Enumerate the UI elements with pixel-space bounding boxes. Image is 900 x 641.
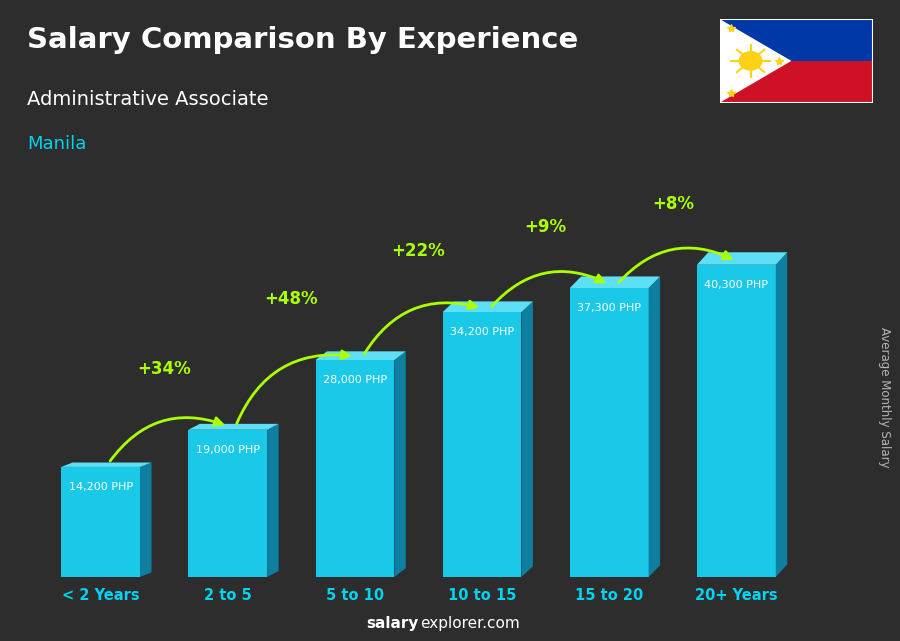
Text: 14,200 PHP: 14,200 PHP — [68, 482, 132, 492]
Polygon shape — [649, 276, 660, 577]
Polygon shape — [140, 463, 151, 577]
Text: Salary Comparison By Experience: Salary Comparison By Experience — [27, 26, 578, 54]
Polygon shape — [61, 463, 151, 467]
Text: 37,300 PHP: 37,300 PHP — [577, 303, 641, 313]
Polygon shape — [697, 253, 788, 265]
Text: +9%: +9% — [525, 218, 567, 236]
Polygon shape — [188, 424, 279, 429]
Bar — [697, 265, 776, 577]
Text: +8%: +8% — [652, 195, 694, 213]
Text: 28,000 PHP: 28,000 PHP — [323, 375, 387, 385]
Bar — [570, 288, 649, 577]
Polygon shape — [570, 276, 660, 288]
Bar — [443, 312, 521, 577]
Polygon shape — [776, 253, 788, 577]
Text: Average Monthly Salary: Average Monthly Salary — [878, 327, 890, 468]
Polygon shape — [720, 19, 791, 103]
Polygon shape — [316, 351, 406, 360]
Polygon shape — [521, 301, 533, 577]
Text: 40,300 PHP: 40,300 PHP — [705, 279, 769, 290]
Text: salary: salary — [366, 617, 418, 631]
Text: Manila: Manila — [27, 135, 86, 153]
Bar — [188, 429, 267, 577]
Text: 34,200 PHP: 34,200 PHP — [450, 327, 514, 337]
Polygon shape — [443, 301, 533, 312]
Text: +34%: +34% — [138, 360, 191, 378]
Bar — [720, 19, 873, 61]
Circle shape — [740, 52, 761, 70]
Bar — [316, 360, 394, 577]
Polygon shape — [267, 424, 279, 577]
Text: +48%: +48% — [265, 290, 319, 308]
Text: 19,000 PHP: 19,000 PHP — [196, 445, 260, 454]
Bar — [720, 61, 873, 103]
Text: Administrative Associate: Administrative Associate — [27, 90, 268, 109]
Bar — [61, 467, 140, 577]
Polygon shape — [394, 351, 406, 577]
Text: +22%: +22% — [392, 242, 446, 260]
Text: explorer.com: explorer.com — [420, 617, 520, 631]
